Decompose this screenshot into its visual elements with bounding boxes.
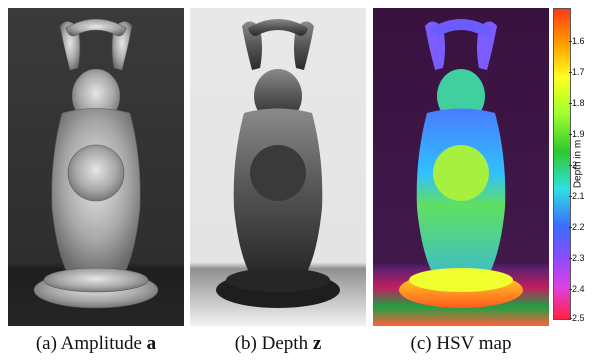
amplitude-image xyxy=(8,8,184,326)
depth-image xyxy=(190,8,366,326)
caption-a-symbol: a xyxy=(146,333,157,354)
colorbar-tick: 2.3 xyxy=(569,253,585,263)
colorbar-tick: 2.4 xyxy=(569,284,585,294)
colorbar-tick: 1.6 xyxy=(569,36,585,46)
caption-b-prefix: (b) Depth xyxy=(234,333,313,354)
colorbar-tick: 2.2 xyxy=(569,222,585,232)
caption-hsv-map: (c) HSV map xyxy=(410,333,512,354)
caption-b-symbol: z xyxy=(312,333,322,354)
colorbar-tick: 2.1 xyxy=(569,191,585,201)
colorbar-tick: 1.9 xyxy=(569,129,585,139)
colorbar-label: Depth in m xyxy=(572,139,584,189)
colorbar-tick: 2.5 xyxy=(569,313,585,323)
colorbar-tick: 2 xyxy=(568,160,578,170)
caption-amplitude: (a) Amplitude a xyxy=(8,333,184,355)
colorbar-tick: 1.7 xyxy=(569,67,585,77)
hsv-map-image xyxy=(373,8,549,326)
depth-colorbar xyxy=(553,8,571,320)
colorbar-tick: 1.8 xyxy=(569,98,585,108)
caption-a-prefix: (a) Amplitude xyxy=(35,333,147,354)
caption-depth: (b) Depth z xyxy=(190,333,366,355)
